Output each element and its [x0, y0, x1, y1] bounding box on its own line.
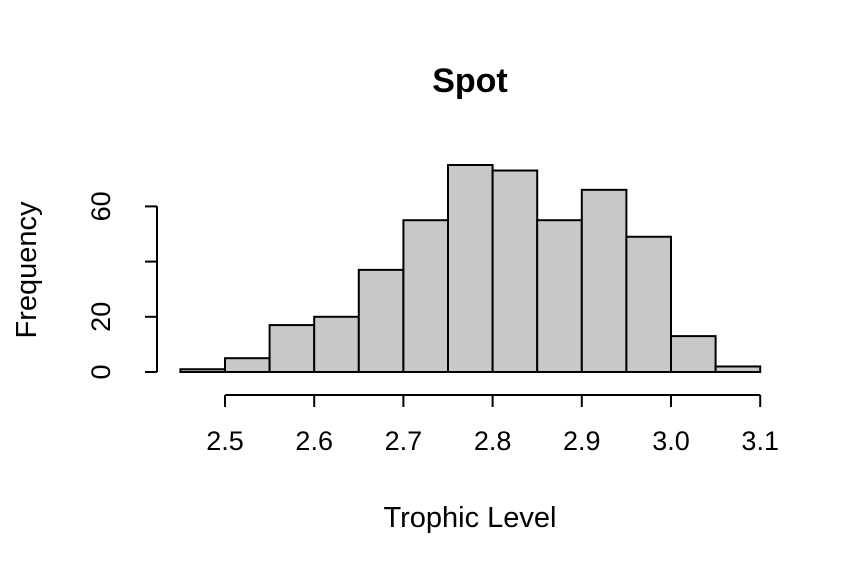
y-tick-label: 60 [86, 191, 116, 221]
x-axis: 2.5 2.6 2.7 2.8 2.9 3.0 3.1 [206, 394, 779, 456]
histogram-bar-2 [268, 324, 316, 373]
histogram-bar-1 [224, 357, 271, 374]
y-axis-label: Frequency [11, 201, 43, 339]
bars-group [179, 164, 762, 374]
histogram-bar-3 [313, 315, 360, 373]
histogram-bar-12 [714, 365, 762, 374]
y-axis: 0 20 60 [86, 191, 158, 380]
histogram-bar-10 [625, 235, 673, 373]
histogram-bar-5 [402, 219, 449, 373]
histogram-bar-0 [179, 368, 226, 373]
y-tick-label: 20 [86, 302, 116, 332]
y-tick-label: 0 [86, 364, 116, 379]
x-tick-label: 3.0 [652, 426, 690, 456]
x-tick-label: 2.5 [206, 426, 244, 456]
histogram-bar-9 [580, 188, 628, 373]
histogram-bar-4 [357, 268, 405, 374]
histogram-bar-8 [536, 219, 583, 373]
histogram-bar-11 [670, 335, 717, 373]
x-tick-label: 2.9 [563, 426, 601, 456]
x-axis-label: Trophic Level [383, 502, 556, 534]
x-tick-label: 2.6 [295, 426, 333, 456]
x-tick-label: 3.1 [741, 426, 779, 456]
chart-title: Spot [432, 62, 508, 100]
x-tick-label: 2.7 [385, 426, 423, 456]
histogram-bar-6 [447, 164, 494, 373]
x-tick-label: 2.8 [474, 426, 512, 456]
histogram-bar-7 [491, 169, 539, 373]
